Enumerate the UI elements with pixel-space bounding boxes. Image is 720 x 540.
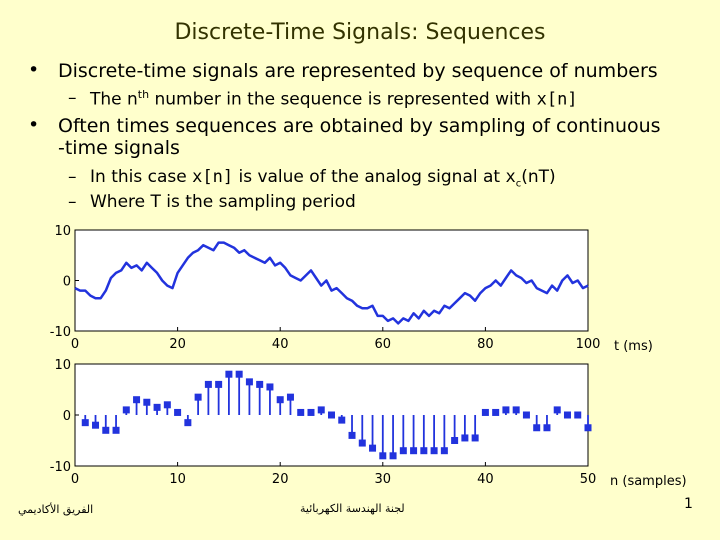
stem-marker xyxy=(133,396,141,404)
stem-marker xyxy=(369,444,377,452)
stem-marker xyxy=(574,411,582,419)
stem-marker xyxy=(194,393,202,401)
stem-marker xyxy=(399,447,407,455)
stem-marker xyxy=(204,380,212,388)
sub-bullet-2-2-text: Where T is the sampling period xyxy=(90,192,356,212)
stem-marker xyxy=(338,416,346,424)
sub-bullet-dash: – xyxy=(68,167,77,187)
stem-marker xyxy=(492,408,500,416)
top-chart-x-tick-label: 20 xyxy=(169,337,186,352)
stem-marker xyxy=(122,406,130,414)
stem-marker xyxy=(307,408,315,416)
stem-marker xyxy=(235,370,243,378)
stem-marker xyxy=(328,411,335,419)
slide-title: Discrete-Time Signals: Sequences xyxy=(174,20,546,45)
stem-marker xyxy=(297,408,305,416)
signal-line xyxy=(74,241,589,325)
bottom-chart-x-tick-label: 50 xyxy=(580,472,597,487)
stem-marker xyxy=(389,452,397,460)
top-chart-x-tick-label: 0 xyxy=(71,337,79,352)
top-chart-y-tick-label: 10 xyxy=(54,224,71,239)
stem-marker xyxy=(410,447,418,455)
stem-marker xyxy=(245,378,253,386)
stem-marker xyxy=(276,396,284,404)
top-chart-plot-area xyxy=(74,229,589,332)
stem-marker xyxy=(451,437,459,444)
stem-marker xyxy=(153,403,161,411)
top-chart-x-tick-label: 80 xyxy=(477,337,494,352)
x-axis-label-top: t (ms) xyxy=(614,339,653,354)
stem-marker xyxy=(266,383,274,391)
stem-marker xyxy=(317,406,325,414)
sub-bullet-dash: – xyxy=(68,192,77,212)
stem-marker xyxy=(286,393,294,401)
bullet-2-text: Often times sequences are obtained by sa… xyxy=(58,115,661,159)
top-chart-x-tick-label: 40 xyxy=(272,337,289,352)
bullet-dot: • xyxy=(28,59,40,81)
stem-marker xyxy=(112,426,120,434)
stem-marker xyxy=(163,401,171,409)
stem-marker xyxy=(215,380,223,388)
bottom-chart-y-tick-label: 0 xyxy=(63,409,71,424)
footer-center-text: لجنة الهندسة الكهربائية xyxy=(300,502,405,515)
bullet-1-text: Discrete-time signals are represented by… xyxy=(58,60,658,82)
stem-marker xyxy=(512,406,520,414)
bottom-chart-y-tick-label: 10 xyxy=(54,358,71,373)
stem-marker xyxy=(225,370,233,378)
stem-marker xyxy=(379,452,387,460)
bottom-chart-x-tick-label: 40 xyxy=(477,472,494,487)
stem-marker xyxy=(553,406,561,414)
bottom-chart-x-tick-label: 30 xyxy=(375,472,392,487)
stem-marker xyxy=(481,408,489,416)
stem-marker xyxy=(522,411,530,419)
stem-marker xyxy=(184,419,192,427)
stem-marker xyxy=(430,447,438,455)
bottom-chart-x-tick-label: 0 xyxy=(71,472,79,487)
stem-marker xyxy=(174,408,182,416)
stem-marker xyxy=(440,447,448,455)
stem-marker xyxy=(584,424,592,432)
top-chart-y-tick-label: 0 xyxy=(63,275,71,290)
stem-marker xyxy=(471,434,479,442)
bullet-dot: • xyxy=(28,114,40,136)
top-chart-y-tick-label: -10 xyxy=(50,325,71,340)
x-axis-label-bottom: n (samples) xyxy=(610,474,687,489)
stem-marker xyxy=(543,424,551,432)
stem-marker xyxy=(533,424,541,432)
stem-marker xyxy=(102,426,110,434)
sub-bullet-1-1-text: The nth number in the sequence is repres… xyxy=(90,88,578,110)
footer-left-text: الفريق الأكاديمي xyxy=(18,503,94,516)
stem-marker xyxy=(256,380,264,388)
stem-marker xyxy=(92,421,100,429)
top-chart-x-tick-label: 100 xyxy=(576,337,601,352)
stem-marker xyxy=(420,447,428,455)
bottom-chart-x-tick-label: 20 xyxy=(272,472,289,487)
stem-marker xyxy=(143,398,151,406)
stem-marker xyxy=(358,439,366,447)
sub-bullet-2-1-text: In this case x[n] is value of the analog… xyxy=(90,167,556,190)
stem-marker xyxy=(563,411,571,419)
bottom-chart-y-tick-label: -10 xyxy=(50,460,71,475)
stem-marker xyxy=(81,419,89,427)
stem-marker xyxy=(348,431,356,439)
stem-marker xyxy=(502,406,510,414)
bottom-chart-x-tick-label: 10 xyxy=(169,472,186,487)
sub-bullet-dash: – xyxy=(68,88,77,108)
stem-marker xyxy=(461,434,469,442)
page-number: 1 xyxy=(684,496,693,512)
top-chart-x-tick-label: 60 xyxy=(375,337,392,352)
